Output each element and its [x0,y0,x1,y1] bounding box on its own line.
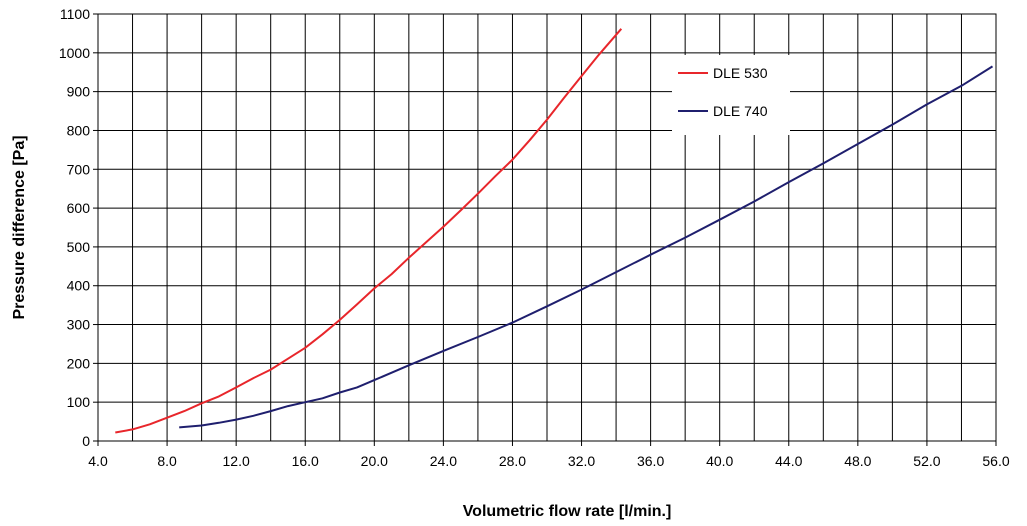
y-tick-label: 700 [67,161,91,177]
x-tick-label: 8.0 [157,453,177,469]
x-tick-label: 12.0 [223,453,250,469]
x-tick-label: 52.0 [913,453,940,469]
legend-label: DLE 530 [713,65,768,81]
x-axis-title: Volumetric flow rate [l/min.] [463,503,672,520]
x-tick-label: 24.0 [430,453,457,469]
series-line-dle-740 [179,65,994,429]
x-tick-label: 4.0 [88,453,108,469]
y-tick-label: 400 [67,278,91,294]
legend: DLE 530 DLE 740 [672,55,790,135]
x-tick-label: 20.0 [361,453,388,469]
horizontal-gridlines [98,52,996,403]
vertical-gridlines [132,14,962,441]
y-tick-label: 900 [67,84,91,100]
y-tick-label: 300 [67,317,91,333]
legend-box [672,55,790,135]
y-tick-label: 1000 [59,45,90,61]
y-tick-label: 600 [67,200,91,216]
x-tick-label: 48.0 [844,453,871,469]
x-tick-label: 44.0 [775,453,802,469]
y-tick-label: 200 [67,355,91,371]
y-tick-label: 500 [67,239,91,255]
series-lines [115,28,994,434]
x-tick-label: 32.0 [568,453,595,469]
x-tick-label: 28.0 [499,453,526,469]
y-tick-label: 100 [67,394,91,410]
plot-area-frame [97,13,997,442]
x-tick-label: 16.0 [292,453,319,469]
series-line-dle-530 [115,28,623,434]
y-tick-label: 0 [82,433,90,449]
y-tick-label: 1100 [60,6,90,22]
x-tick-label: 40.0 [706,453,733,469]
legend-label: DLE 740 [713,103,768,119]
x-tick-label: 56.0 [982,453,1009,469]
y-axis-tick-labels: 0 100 200 300 400 500 600 700 800 900 1000 1100 [59,6,98,449]
y-tick-label: 800 [67,122,91,138]
x-axis-tick-labels: 4.0 8.0 12.0 16.0 20.0 24.0 28.0 32.0 36.0 40.0 44… [88,441,1010,469]
y-axis-title: Pressure difference [Pa] [11,135,28,319]
x-tick-label: 36.0 [637,453,664,469]
